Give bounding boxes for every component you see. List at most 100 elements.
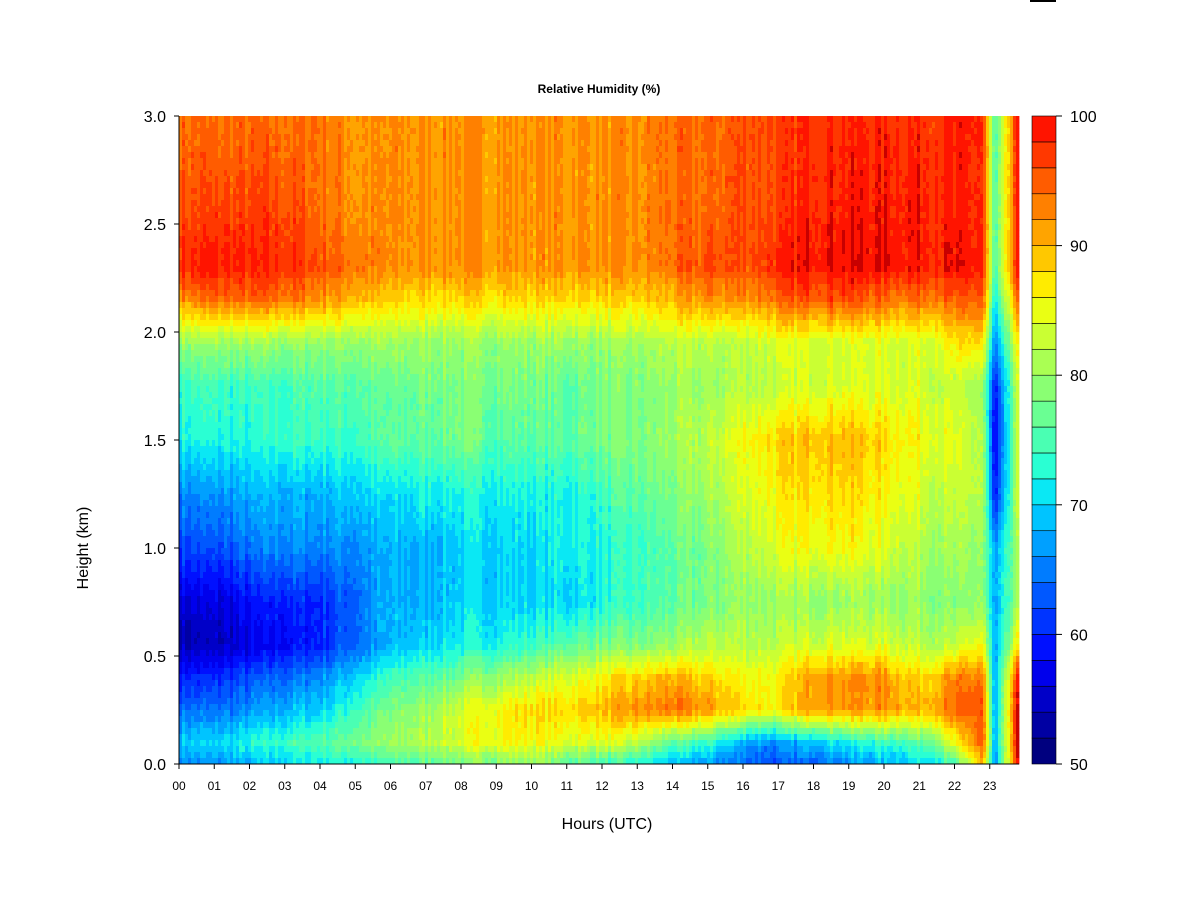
heatmap-cell: [707, 182, 711, 189]
heatmap-cell: [308, 188, 312, 195]
heatmap-cell: [896, 122, 900, 129]
heatmap-cell: [503, 122, 507, 129]
heatmap-cell: [1007, 200, 1011, 207]
heatmap-cell: [647, 134, 651, 141]
heatmap-cell: [464, 134, 468, 141]
heatmap-cell: [344, 188, 348, 195]
heatmap-cell: [782, 188, 786, 195]
heatmap-cell: [914, 152, 918, 159]
heatmap-cell: [1001, 164, 1005, 171]
heatmap-cell: [476, 116, 480, 123]
heatmap-cell: [902, 188, 906, 195]
heatmap-cell: [362, 116, 366, 123]
heatmap-cell: [386, 212, 390, 219]
heatmap-cell: [506, 128, 510, 135]
heatmap-cell: [923, 122, 927, 129]
heatmap-cell: [257, 188, 261, 195]
heatmap-cell: [860, 164, 864, 171]
heatmap-cell: [320, 176, 324, 183]
heatmap-cell: [254, 212, 258, 219]
heatmap-cell: [227, 218, 231, 225]
heatmap-cell: [479, 200, 483, 207]
heatmap-cell: [377, 158, 381, 165]
heatmap-cell: [860, 128, 864, 135]
heatmap-cell: [644, 146, 648, 153]
heatmap-cell: [632, 164, 636, 171]
heatmap-cell: [767, 218, 771, 225]
heatmap-cell: [446, 116, 450, 123]
heatmap-cell: [206, 218, 210, 225]
heatmap-cell: [812, 116, 816, 123]
heatmap-cell: [737, 128, 741, 135]
heatmap-cell: [773, 176, 777, 183]
heatmap-cell: [191, 152, 195, 159]
heatmap-cell: [803, 170, 807, 177]
heatmap-cell: [992, 182, 996, 189]
heatmap-cell: [329, 206, 333, 213]
heatmap-cell: [992, 134, 996, 141]
heatmap-cell: [581, 146, 585, 153]
heatmap-cell: [851, 146, 855, 153]
heatmap-cell: [278, 194, 282, 201]
heatmap-cell: [314, 194, 318, 201]
heatmap-cell: [857, 176, 861, 183]
heatmap-cell: [365, 158, 369, 165]
heatmap-cell: [422, 212, 426, 219]
heatmap-cell: [497, 176, 501, 183]
heatmap-cell: [329, 188, 333, 195]
heatmap-cell: [515, 200, 519, 207]
heatmap-cell: [896, 146, 900, 153]
heatmap-cell: [941, 212, 945, 219]
heatmap-cell: [548, 170, 552, 177]
heatmap-cell: [647, 170, 651, 177]
heatmap-cell: [701, 188, 705, 195]
heatmap-cell: [311, 122, 315, 129]
heatmap-cell: [614, 122, 618, 129]
heatmap-cell: [710, 134, 714, 141]
heatmap-cell: [608, 134, 612, 141]
heatmap-cell: [812, 170, 816, 177]
heatmap-cell: [755, 140, 759, 147]
heatmap-cell: [524, 128, 528, 135]
heatmap-cell: [266, 212, 270, 219]
heatmap-cell: [206, 176, 210, 183]
heatmap-cell: [875, 176, 879, 183]
heatmap-cell: [1013, 206, 1017, 213]
heatmap-cell: [758, 116, 762, 123]
heatmap-cell: [950, 206, 954, 213]
heatmap-cell: [416, 122, 420, 129]
heatmap-cell: [404, 170, 408, 177]
heatmap-cell: [860, 152, 864, 159]
heatmap-cell: [308, 170, 312, 177]
heatmap-cell: [401, 170, 405, 177]
heatmap-cell: [449, 176, 453, 183]
heatmap-cell: [317, 200, 321, 207]
heatmap-cell: [713, 206, 717, 213]
heatmap-cell: [290, 116, 294, 123]
heatmap-cell: [509, 182, 513, 189]
heatmap-cell: [791, 164, 795, 171]
heatmap-cell: [866, 116, 870, 123]
heatmap-cell: [593, 188, 597, 195]
heatmap-cell: [410, 158, 414, 165]
heatmap-cell: [971, 116, 975, 123]
heatmap-cell: [557, 218, 561, 225]
heatmap-cell: [200, 158, 204, 165]
heatmap-cell: [782, 128, 786, 135]
heatmap-cell: [752, 188, 756, 195]
heatmap-cell: [761, 176, 765, 183]
heatmap-cell: [929, 158, 933, 165]
heatmap-cell: [689, 140, 693, 147]
heatmap-cell: [980, 188, 984, 195]
heatmap-cell: [728, 164, 732, 171]
heatmap-cell: [395, 206, 399, 213]
heatmap-cell: [818, 176, 822, 183]
heatmap-cell: [833, 122, 837, 129]
heatmap-cell: [818, 188, 822, 195]
heatmap-cell: [986, 212, 990, 219]
heatmap-cell: [917, 122, 921, 129]
heatmap-cell: [551, 200, 555, 207]
heatmap-cell: [530, 200, 534, 207]
heatmap-cell: [863, 128, 867, 135]
heatmap-cell: [389, 218, 393, 225]
